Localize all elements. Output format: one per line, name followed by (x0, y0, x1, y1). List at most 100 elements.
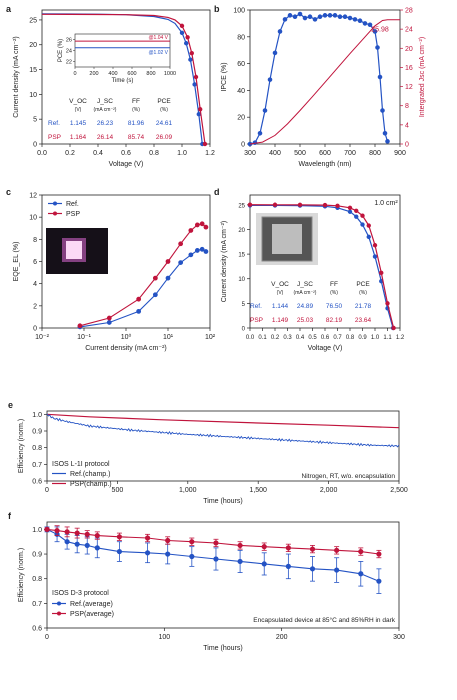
y-axis-label: Current density (mA cm⁻²) (221, 221, 228, 303)
x-tick-label: 1.2 (205, 150, 215, 157)
device-emission-photo (46, 228, 108, 274)
stability-point-psp (94, 532, 100, 539)
y-right-tick-label: 16 (405, 65, 413, 72)
inset-y-tick-label: 24 (66, 49, 72, 55)
panel-c: 10⁻² 10⁻¹ 10⁰ 10¹ 10² 0 2 4 6 8 10 12 Current densit… (13, 193, 216, 353)
x-axis-label: Current density (mA cm⁻²) (85, 345, 167, 352)
ipce-point (342, 14, 348, 20)
jv-point-psp (360, 213, 365, 218)
x-tick-label: 1.1 (383, 335, 392, 341)
x-tick-label: 0.8 (346, 335, 355, 341)
jv-point-psp (366, 223, 371, 228)
legend-marker (53, 211, 57, 216)
inset-pce-tracking: 0 200 400 600 800 1000 22 24 26 Time (s) PCE (%) @1… (58, 33, 176, 84)
jv-point-psp (347, 205, 353, 211)
panel-a: 0.0 0.2 0.4 0.6 0.8 1.0 1.2 0 5 10 15 20 25 Voltage (… (13, 9, 215, 168)
table-unit: (%) (160, 107, 168, 113)
eqe-point-psp (178, 241, 184, 247)
x-tick-label: 0.6 (121, 150, 131, 157)
stability-point-psp (309, 546, 316, 552)
eqe-point-psp (165, 259, 171, 264)
y-axis-label: Efficiency (norm.) (18, 548, 25, 602)
stability-point-ref (189, 553, 195, 560)
ipce-point (257, 130, 263, 136)
x-tick-label: 0.1 (258, 335, 267, 341)
condition-note: Encapsulated device at 85°C and 85%RH in… (253, 616, 395, 624)
x-tick-label: 0.0 (246, 335, 255, 341)
eqe-point-ref (188, 252, 194, 258)
ipce-point (312, 17, 318, 22)
y-tick-label: 20 (29, 42, 37, 49)
y-tick-label: 80 (237, 34, 245, 41)
table-cell: 76.50 (326, 303, 343, 310)
x-axis-label: Time (hours) (203, 498, 242, 505)
table-header: J_SC (97, 98, 113, 105)
ipce-point (277, 29, 283, 34)
table-header: V_OC (69, 98, 87, 105)
legend-marker (57, 601, 61, 606)
y-tick-label: 12 (29, 193, 37, 200)
stability-point-psp (213, 540, 219, 546)
stability-point-psp (237, 542, 243, 549)
ipce-point (347, 15, 353, 21)
jv-point-psp (379, 270, 384, 276)
panel-letter: e (8, 400, 13, 410)
x-tick-label: 800 (369, 150, 381, 157)
stability-point-ref (261, 561, 267, 567)
table-unit: (mA cm⁻²) (294, 290, 317, 296)
table-cell: 24.89 (297, 303, 314, 310)
jv-point-psp (372, 243, 378, 248)
y-tick-label: 0.9 (32, 552, 42, 559)
x-tick-label: 10⁰ (121, 333, 132, 341)
table-row-label: PSP (250, 317, 263, 324)
stability-point-psp (144, 535, 151, 541)
condition-note: Nitrogen, RT, w/o. encapsulation (302, 473, 396, 480)
table-unit: (V) (277, 290, 284, 296)
x-tick-label: 700 (344, 150, 356, 157)
x-tick-label: 10¹ (163, 334, 174, 341)
y-tick-label: 40 (237, 88, 245, 95)
eqe-point-psp (194, 222, 200, 228)
jv-point-psp (297, 202, 303, 208)
eqe-curve-psp (79, 223, 207, 327)
inset-x-label: Time (s) (112, 78, 134, 84)
x-tick-label: 900 (394, 150, 406, 157)
stability-point-ref (334, 567, 340, 573)
ipce-point (297, 11, 303, 17)
jv-point-ref (196, 112, 202, 117)
x-tick-label: 0.4 (296, 335, 305, 341)
inset-x-tick-label: 0 (73, 71, 76, 77)
stability-point-psp (44, 526, 50, 532)
table-header: V_OC (271, 281, 289, 288)
panel-e: 0 500 1,000 1,500 2,000 2,500 0.6 0.7 0.8 0.9 1.0 T… (18, 410, 408, 505)
panel-f: 0 100 200 300 0.6 0.7 0.8 0.9 1.0 Time (hours) Eff… (18, 521, 405, 652)
table-cell: 82.19 (326, 317, 343, 324)
table-cell: 1.149 (272, 317, 289, 324)
plot-frame (41, 9, 211, 145)
ipce-point (302, 15, 308, 21)
table-row-label: Ref. (48, 120, 60, 127)
jv-point-psp (198, 107, 203, 112)
legend-entry: PSP (66, 211, 80, 218)
y-tick-label: 4 (33, 281, 37, 288)
legend-entry: PSP(champ.) (70, 481, 112, 488)
jv-point-psp (247, 202, 253, 207)
table-header: J_SC (297, 281, 313, 288)
table-cell: 85.74 (128, 134, 145, 141)
y-tick-label: 0 (242, 327, 246, 333)
eqe-point-ref (178, 260, 184, 266)
x-axis-label: Voltage (V) (109, 161, 144, 168)
legend-entry: Ref. (66, 201, 79, 208)
stability-point-psp (116, 534, 123, 540)
jv-point-psp (335, 203, 340, 209)
table-unit: (%) (330, 290, 338, 296)
table-unit: (%) (132, 107, 140, 113)
table-cell: 26.14 (97, 134, 114, 141)
x-tick-label: 0 (45, 487, 49, 494)
table-cell: 1.164 (70, 134, 87, 141)
panel-letter: d (214, 187, 220, 197)
table-cell: 26.23 (97, 120, 114, 127)
table-cell: 1.144 (272, 303, 289, 310)
eqe-point-psp (199, 221, 205, 227)
x-tick-label: 0.4 (93, 150, 103, 157)
